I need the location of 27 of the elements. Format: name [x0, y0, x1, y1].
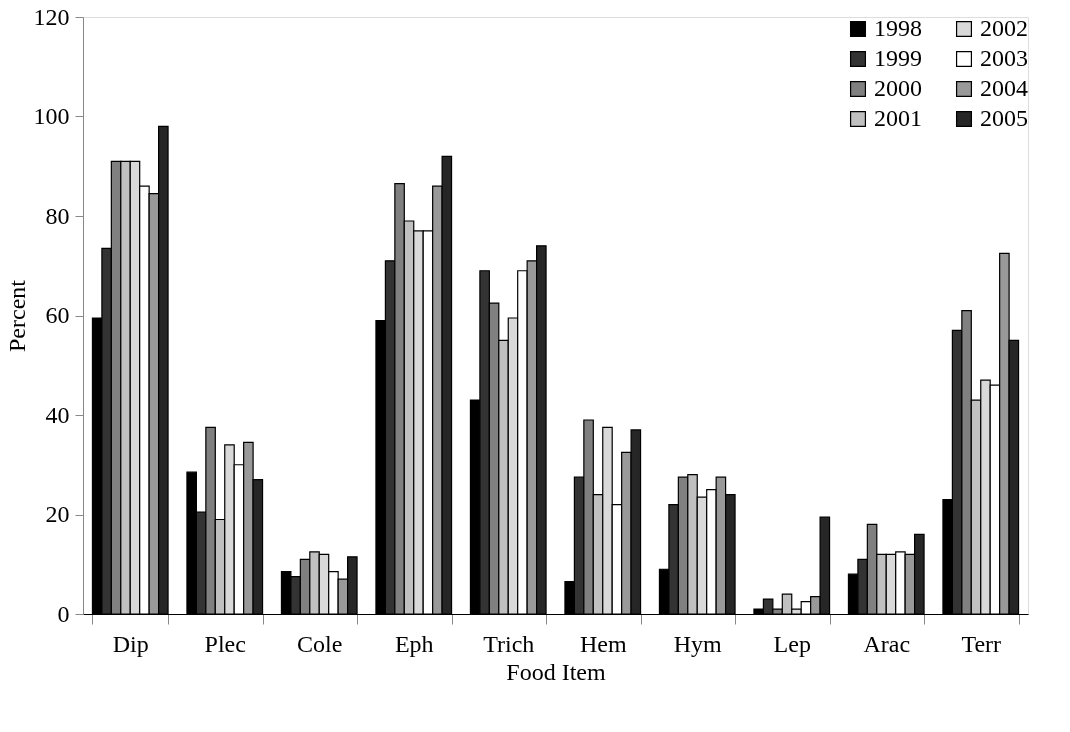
legend-label: 2001 — [874, 105, 922, 131]
y-tick-label: 80 — [45, 202, 70, 229]
legend-label: 1999 — [874, 45, 922, 71]
x-tick-label: Terr — [961, 630, 1002, 657]
x-tick-label: Hym — [673, 630, 723, 657]
legend-label: 2000 — [874, 75, 922, 101]
x-tick-label: Hem — [579, 630, 627, 657]
legend-label: 2002 — [980, 15, 1028, 41]
y-axis-title: Percent — [3, 279, 30, 352]
y-tick-label: 40 — [45, 401, 70, 428]
y-tick-label: 60 — [45, 302, 70, 328]
x-tick-label: Arac — [863, 630, 911, 657]
y-tick-label: 20 — [45, 501, 70, 527]
legend-label: 1998 — [874, 15, 922, 41]
legend-label: 2003 — [980, 45, 1028, 71]
x-tick-label: Lep — [773, 630, 811, 657]
x-tick-label: Eph — [394, 630, 434, 657]
y-tick-label: 120 — [33, 3, 70, 30]
x-tick-label: Dip — [112, 630, 149, 657]
x-tick-label: Plec — [204, 630, 246, 657]
legend-label: 2004 — [980, 75, 1028, 101]
x-tick-label: Cole — [297, 630, 343, 657]
x-axis-title: Food Item — [506, 658, 606, 685]
y-tick-label: 100 — [33, 103, 70, 129]
y-tick-label: 0 — [57, 600, 70, 627]
legend-label: 2005 — [980, 105, 1028, 131]
x-tick-label: Trich — [483, 630, 535, 657]
